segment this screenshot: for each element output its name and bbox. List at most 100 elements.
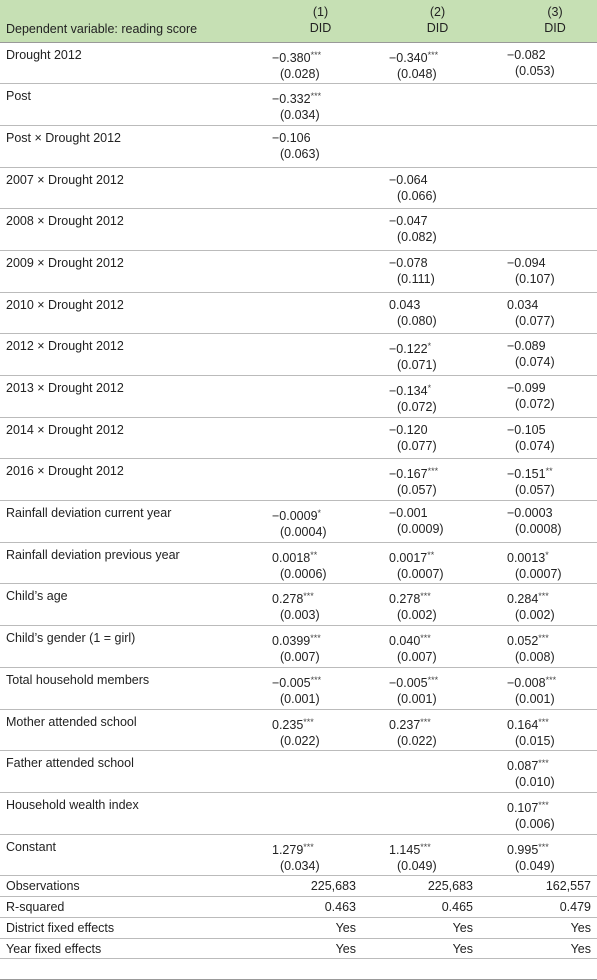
coefficient: −0.099	[507, 381, 546, 395]
significance-stars: ***	[303, 716, 314, 727]
coefficient: 0.278	[272, 592, 304, 607]
coef-row: 2008 × Drought 2012 −0.047 (0.082)	[0, 208, 597, 251]
stat-value: Yes	[362, 917, 479, 939]
standard-error: (0.074)	[515, 438, 555, 453]
coef-cell: 1.145*** (0.049)	[362, 834, 479, 877]
coef-row: Child’s gender (1 = girl) 0.0399*** (0.007…	[0, 625, 597, 668]
coef-cell	[245, 375, 362, 418]
coef-box: −0.0009* (0.0004)	[272, 505, 354, 540]
standard-error: (0.034)	[280, 858, 320, 873]
significance-stars: **	[545, 466, 553, 477]
coef-cell	[362, 83, 479, 126]
standard-error: (0.022)	[280, 733, 320, 748]
coefficient: 1.279	[272, 842, 304, 857]
significance-stars: ***	[427, 674, 439, 685]
coef-row: Child’s age 0.278*** (0.003) 0.278*** (0.002…	[0, 583, 597, 627]
coef-box: 0.278*** (0.003)	[272, 588, 354, 623]
coef-box: 0.237*** (0.022)	[389, 714, 471, 749]
coefficient: 0.235	[272, 717, 304, 732]
coefficient: 0.040	[389, 634, 421, 649]
coef-cell: 0.0399*** (0.007)	[245, 625, 362, 668]
column-method: DID	[544, 20, 566, 35]
coef-cell: −0.099 (0.072)	[479, 375, 597, 418]
coef-box: 0.0017** (0.0007)	[389, 547, 471, 582]
standard-error: (0.001)	[397, 691, 437, 706]
coef-cell: 0.278*** (0.003)	[245, 583, 362, 627]
coef-row: Total household members −0.005*** (0.001) −…	[0, 667, 597, 710]
row-label: Rainfall deviation current year	[0, 500, 245, 543]
coef-cell	[362, 750, 479, 793]
coef-box: 0.284*** (0.002)	[507, 588, 589, 623]
standard-error: (0.072)	[397, 400, 437, 414]
coef-cell	[479, 208, 597, 251]
coef-cell	[245, 417, 362, 460]
standard-error: (0.002)	[515, 608, 555, 623]
coef-cell: 0.237*** (0.022)	[362, 709, 479, 752]
coef-box: −0.099 (0.072)	[507, 380, 589, 412]
stat-value: 225,683	[362, 875, 479, 898]
row-label: 2016 × Drought 2012	[0, 458, 245, 502]
coef-row: 2014 × Drought 2012 −0.120 (0.077) −0.105 (0…	[0, 417, 597, 460]
standard-error: (0.107)	[515, 271, 555, 286]
standard-error: (0.001)	[515, 691, 555, 706]
coef-row: Post × Drought 2012 −0.106 (0.063)	[0, 125, 597, 168]
standard-error: (0.077)	[397, 438, 437, 453]
standard-error: (0.072)	[515, 397, 555, 411]
coef-box: −0.008*** (0.001)	[507, 672, 589, 707]
coefficient: −0.167	[389, 467, 428, 482]
significance-stars: ***	[310, 633, 321, 644]
coef-box: 1.279*** (0.034)	[272, 839, 354, 874]
coef-box: 0.040*** (0.007)	[389, 630, 471, 665]
coefficient: −0.120	[389, 422, 428, 437]
coef-box: −0.0003 (0.0008)	[507, 505, 589, 537]
coefficient: −0.001	[389, 506, 428, 521]
significance-stars: ***	[420, 716, 431, 727]
coefficient: 0.087	[507, 759, 539, 774]
coef-cell: −0.008*** (0.001)	[479, 667, 597, 710]
significance-stars: ***	[303, 591, 314, 602]
coef-box: −0.134* (0.072)	[389, 380, 471, 415]
coef-box: −0.151** (0.057)	[507, 463, 589, 498]
coef-cell	[245, 458, 362, 502]
significance-stars: *	[545, 549, 549, 560]
coef-cell	[245, 208, 362, 251]
coef-box: 0.164*** (0.015)	[507, 714, 589, 749]
row-label: 2010 × Drought 2012	[0, 292, 245, 335]
stat-row: R-squared 0.463 0.465 0.479	[0, 896, 597, 918]
coefficient: −0.106	[272, 130, 311, 145]
row-label: Year fixed effects	[0, 938, 245, 960]
coef-cell: 0.0018** (0.0006)	[245, 542, 362, 585]
header-label: Dependent variable: reading score	[0, 0, 245, 43]
column-number: (1)	[312, 4, 329, 19]
coefficient: −0.005	[389, 675, 428, 690]
stat-row: Year fixed effects Yes Yes Yes	[0, 938, 597, 960]
stat-value: 225,683	[245, 875, 362, 898]
stat-value: Yes	[479, 938, 597, 960]
standard-error: (0.082)	[397, 230, 437, 245]
coefficient: 0.995	[507, 842, 539, 857]
column-number: (3)	[547, 4, 563, 19]
row-label: R-squared	[0, 896, 245, 918]
coef-cell: −0.151** (0.057)	[479, 458, 597, 502]
coef-cell	[362, 125, 479, 168]
stat-value: 0.465	[362, 896, 479, 918]
coef-cell: −0.005*** (0.001)	[362, 667, 479, 710]
coefficient: −0.089	[507, 339, 546, 354]
coefficient: −0.0009	[272, 509, 318, 524]
coefficient: −0.380	[272, 50, 311, 65]
stat-value: 0.479	[479, 896, 597, 918]
coefficient: −0.122	[389, 342, 428, 357]
coef-box: 0.107*** (0.006)	[507, 797, 589, 832]
row-label: 2014 × Drought 2012	[0, 417, 245, 460]
standard-error: (0.0008)	[515, 522, 562, 537]
coef-row: 2009 × Drought 2012 −0.078 (0.111) −0.094 (0…	[0, 250, 597, 293]
significance-stars: ***	[420, 841, 431, 852]
coef-cell	[479, 125, 597, 168]
coef-cell: 0.995*** (0.049)	[479, 834, 597, 877]
coef-cell: 0.0017** (0.0007)	[362, 542, 479, 585]
row-label: 2009 × Drought 2012	[0, 250, 245, 293]
coef-row: 2013 × Drought 2012 −0.134* (0.072) −0.099 (…	[0, 375, 597, 418]
coef-cell: 1.279*** (0.034)	[245, 834, 362, 877]
coefficient: −0.094	[507, 255, 546, 270]
